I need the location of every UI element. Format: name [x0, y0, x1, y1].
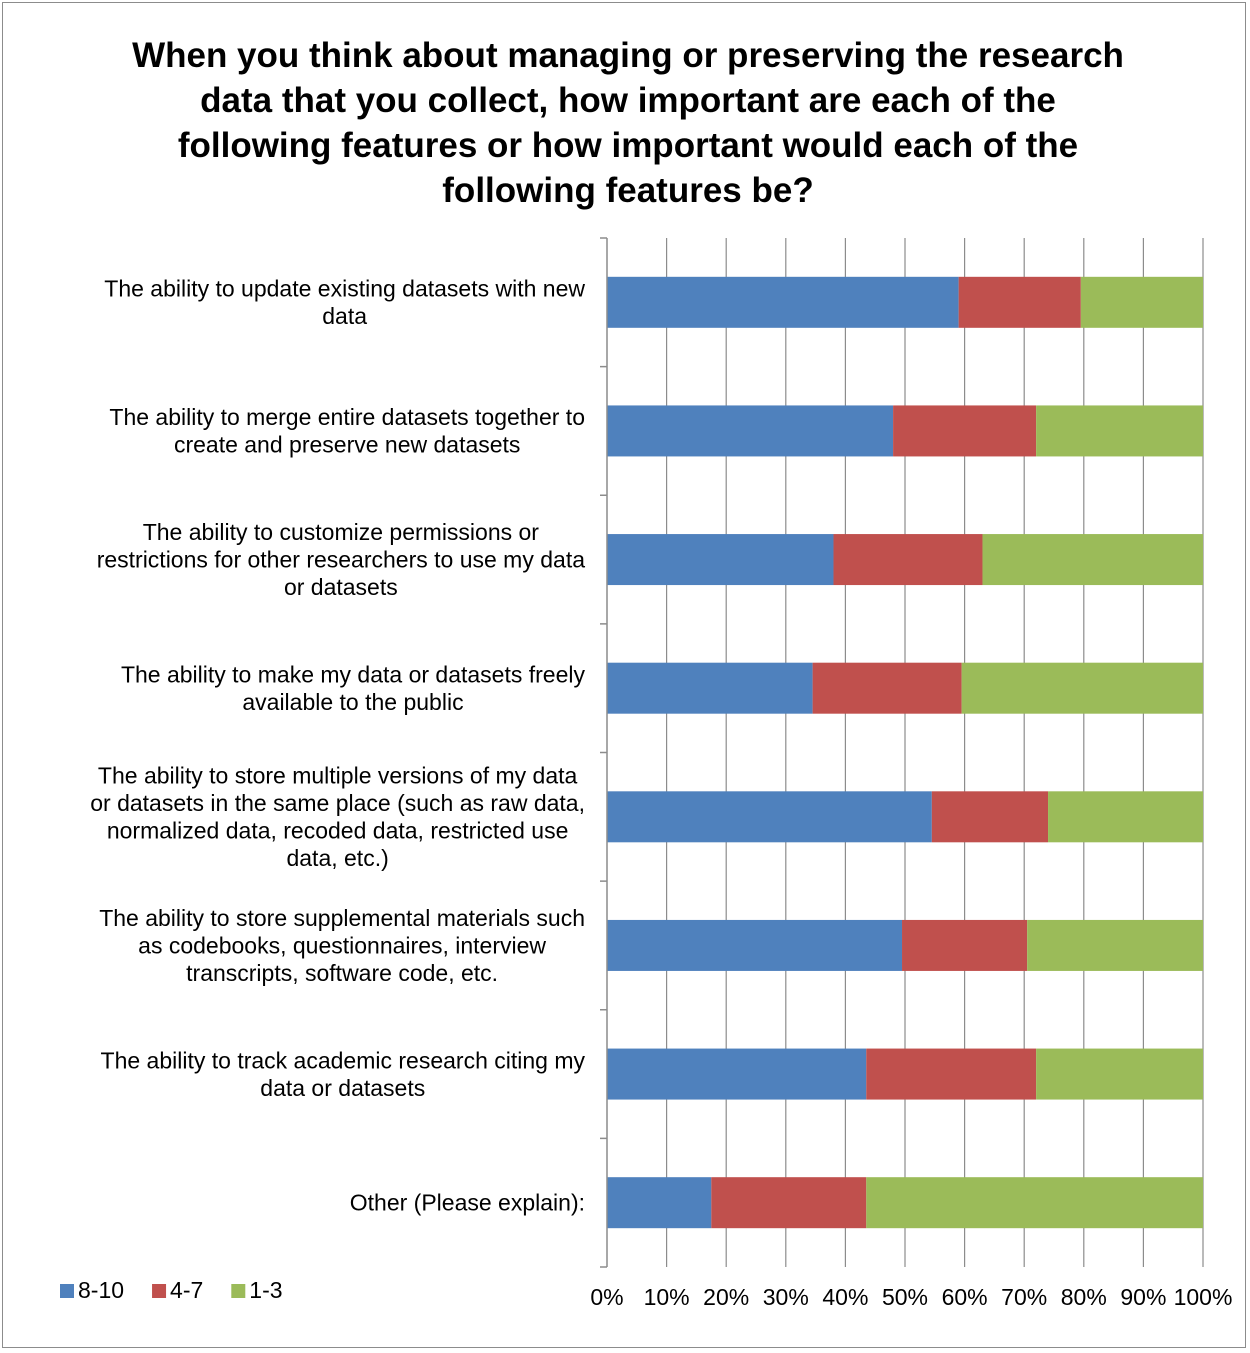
bar-1-3-6: [1027, 919, 1203, 971]
bar-8-10-8: [607, 1177, 712, 1229]
legend-swatch-4-7: [152, 1284, 167, 1298]
bar-8-10-3: [607, 534, 834, 586]
bar-4-7-2: [893, 405, 1037, 457]
category-label: The ability to merge entire datasets tog…: [109, 404, 585, 458]
category-label: The ability to make my data or datasets …: [121, 661, 586, 715]
x-tick-label: 50%: [882, 1284, 928, 1310]
bar-4-7-3: [833, 534, 983, 586]
legend-label-1-3: 1-3: [249, 1277, 282, 1303]
chart-title: When you think about managing or preserv…: [132, 36, 1124, 210]
bar-8-10-7: [607, 1048, 867, 1100]
bar-1-3-7: [1036, 1048, 1203, 1100]
x-tick-label: 10%: [644, 1284, 690, 1310]
bar-8-10-5: [607, 791, 932, 843]
legend-label-8-10: 8-10: [78, 1277, 124, 1303]
bar-8-10-6: [607, 919, 903, 971]
x-tick-label: 60%: [942, 1284, 988, 1310]
x-tick-label: 80%: [1061, 1284, 1107, 1310]
x-tick-label: 100%: [1174, 1284, 1233, 1310]
legend-label-4-7: 4-7: [170, 1277, 203, 1303]
legend-swatch-1-3: [231, 1284, 246, 1298]
bar-8-10-4: [607, 662, 813, 714]
category-label: The ability to track academic research c…: [101, 1047, 586, 1101]
bar-4-7-6: [902, 919, 1028, 971]
x-tick-label: 20%: [703, 1284, 749, 1310]
x-tick-label: 40%: [822, 1284, 868, 1310]
bar-1-3-4: [961, 662, 1203, 714]
legend-swatch-8-10: [60, 1284, 74, 1298]
bar-4-7-7: [866, 1048, 1037, 1100]
bar-4-7-1: [958, 276, 1081, 328]
bar-1-3-1: [1080, 276, 1203, 328]
bar-4-7-5: [931, 791, 1049, 843]
bar-1-3-3: [982, 534, 1203, 586]
bar-4-7-4: [812, 662, 962, 714]
bar-1-3-8: [866, 1177, 1203, 1229]
x-tick-label: 0%: [590, 1284, 623, 1310]
category-label: The ability to store multiple versions o…: [90, 763, 585, 872]
x-tick-label: 30%: [763, 1284, 809, 1310]
bar-1-3-5: [1048, 791, 1203, 843]
bar-1-3-2: [1036, 405, 1203, 457]
category-label: Other (Please explain):: [350, 1190, 585, 1216]
bar-8-10-2: [607, 405, 894, 457]
category-label: The ability to update existing datasets …: [104, 276, 585, 330]
bar-4-7-8: [711, 1177, 867, 1229]
category-label: The ability to customize permissions or r…: [97, 519, 586, 600]
category-label: The ability to store supplemental materi…: [99, 905, 585, 986]
x-tick-label: 70%: [1001, 1284, 1047, 1310]
x-tick-label: 90%: [1120, 1284, 1166, 1310]
bar-8-10-1: [607, 276, 959, 328]
